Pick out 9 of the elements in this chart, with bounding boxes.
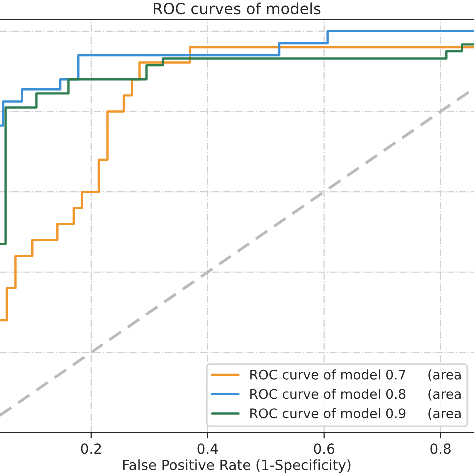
x-tick-label: 0.6 [314,444,335,454]
legend-label: ROC curve of model 0.8 (area [250,388,461,401]
legend-label: ROC curve of model 0.7 (area [250,370,461,382]
x-tick-label: 0.8 [430,444,451,454]
x-tick-label: 0.2 [81,444,102,454]
x-tick-label: 0.4 [198,444,218,454]
chart-title: ROC curves of models [154,2,321,15]
x-axis-title: False Positive Rate (1-Specificity) [123,460,351,474]
legend-label: ROC curve of model 0.9 (area [250,408,461,420]
